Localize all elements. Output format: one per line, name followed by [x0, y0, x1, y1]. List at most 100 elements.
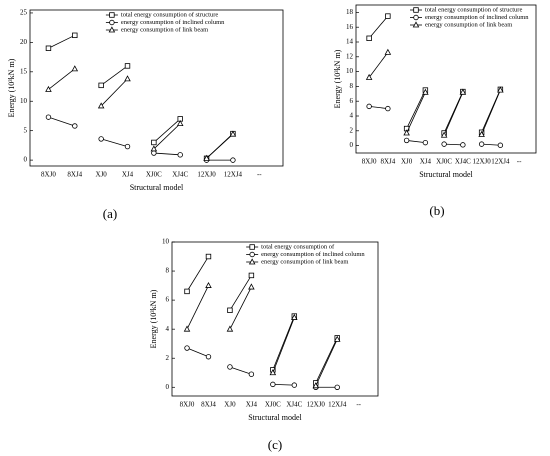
- marker-square: [98, 82, 104, 89]
- x-tick-label: 12XJ0: [197, 171, 216, 179]
- x-tick-label: 8XJ0: [362, 158, 377, 166]
- marker-circle: [248, 371, 255, 377]
- marker-circle: [151, 150, 157, 156]
- marker-square: [227, 307, 233, 313]
- legend-label: energy consumption of link beam: [121, 26, 208, 33]
- y-tick-label: 2: [166, 354, 170, 362]
- marker-triangle: [150, 145, 158, 152]
- series-segment: [406, 89, 426, 129]
- y-tick-label: 4: [166, 325, 170, 333]
- marker-circle: [497, 142, 504, 148]
- legend-marker: [248, 258, 256, 265]
- marker-triangle: [440, 131, 448, 138]
- series-segment: [229, 275, 252, 311]
- legend-label: total energy consumption of: [261, 243, 335, 250]
- legend-label: total energy consumption of structure: [121, 11, 218, 18]
- x-tick-label: XJ4C: [286, 401, 302, 409]
- plot-frame: [171, 241, 379, 397]
- legend-marker: [109, 12, 115, 18]
- marker-circle: [205, 354, 212, 360]
- x-tick-label: 12XJ0: [307, 401, 326, 409]
- series-segment: [444, 143, 463, 146]
- marker-square: [248, 272, 255, 279]
- x-tick-label: 12XJ4: [491, 158, 510, 166]
- y-tick-label: 20: [20, 38, 28, 46]
- marker-square: [124, 63, 131, 69]
- x-tick-label: XJ4C: [172, 171, 188, 179]
- marker-square: [184, 288, 190, 295]
- marker-triangle: [71, 65, 79, 72]
- series-segment: [48, 116, 75, 127]
- y-tick-label: 12: [346, 52, 354, 60]
- series-segment: [153, 118, 181, 143]
- x-tick-label: XJ4: [246, 401, 258, 409]
- marker-circle: [98, 136, 104, 142]
- panel-label: (a): [103, 206, 117, 221]
- series-segment: [206, 133, 234, 159]
- y-tick-label: 6: [350, 97, 354, 105]
- series-segment: [406, 92, 426, 134]
- series-segment: [229, 366, 252, 375]
- series-segment: [153, 152, 181, 156]
- marker-circle: [385, 105, 391, 112]
- x-tick-label: XJ4C: [455, 158, 471, 166]
- series-segment: [369, 105, 388, 109]
- marker-circle: [422, 139, 429, 146]
- panel-label: (b): [429, 203, 444, 218]
- legend-label: energy consumption of link beam: [425, 21, 512, 28]
- y-axis-label: Energy (10³kN m): [149, 289, 158, 348]
- x-tick-label: 8XJ4: [201, 401, 216, 409]
- marker-circle: [227, 364, 233, 370]
- marker-triangle: [205, 281, 212, 288]
- y-tick-label: 8: [166, 267, 170, 275]
- y-tick-label: 2: [350, 126, 354, 134]
- x-axis-label: Structural model: [419, 170, 473, 179]
- series-segment: [186, 256, 209, 292]
- series-segment: [481, 143, 501, 146]
- y-tick-label: 18: [346, 8, 354, 16]
- marker-square: [205, 253, 212, 260]
- series-segment: [272, 383, 295, 386]
- x-tick-label: XJ0C: [265, 401, 281, 409]
- y-tick-label: 10: [346, 67, 354, 75]
- y-axis-label: Energy (10³kN m): [7, 58, 16, 117]
- y-axis-label: Energy (10³kN m): [333, 49, 342, 108]
- marker-triangle: [176, 119, 184, 127]
- series-segment: [100, 78, 128, 107]
- marker-circle: [184, 345, 190, 351]
- x-tick-label: 12XJ4: [224, 171, 243, 179]
- y-tick-label: 0: [350, 141, 354, 149]
- marker-circle: [270, 381, 276, 388]
- legend-label: total energy consumption of structure: [425, 6, 522, 13]
- series-segment: [101, 138, 128, 147]
- y-tick-label: 0: [24, 156, 28, 164]
- legend-marker: [412, 21, 420, 28]
- marker-triangle: [269, 369, 277, 376]
- x-tick-label: 8XJ0: [41, 171, 56, 179]
- x-tick-label: XJ0: [224, 401, 236, 409]
- marker-circle: [403, 137, 410, 144]
- marker-circle: [334, 384, 340, 390]
- x-tick-label: XJ0: [401, 158, 413, 166]
- legend-marker: [249, 244, 255, 250]
- x-tick-label: --: [517, 158, 522, 166]
- panel-label: (c): [268, 437, 282, 452]
- y-tick-label: 10: [162, 238, 170, 246]
- marker-square: [72, 32, 78, 39]
- series-segment: [229, 286, 252, 330]
- marker-circle: [177, 152, 183, 158]
- marker-circle: [291, 382, 298, 388]
- y-tick-label: 5: [24, 126, 28, 134]
- marker-triangle: [422, 88, 429, 95]
- legend-marker: [108, 26, 116, 33]
- marker-circle: [460, 142, 466, 148]
- y-tick-label: 4: [350, 112, 354, 120]
- y-tick-label: 16: [346, 23, 354, 31]
- series-segment: [443, 92, 464, 136]
- marker-square: [366, 35, 372, 41]
- marker-triangle: [384, 48, 392, 55]
- y-tick-label: 6: [166, 296, 170, 304]
- marker-circle: [230, 157, 236, 163]
- marker-circle: [72, 123, 78, 129]
